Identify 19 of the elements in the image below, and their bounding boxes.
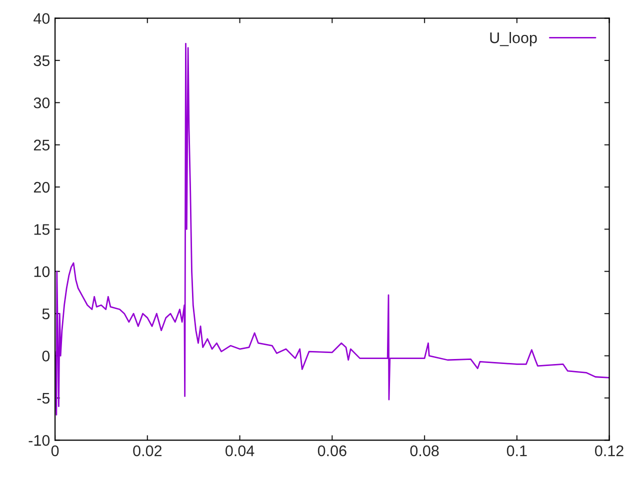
legend-label: U_loop [490, 32, 537, 46]
x-tick-label: 0.02 [133, 445, 162, 456]
y-tick-label: 35 [34, 55, 50, 66]
y-tick-label: 30 [34, 97, 50, 108]
y-tick-label: 10 [34, 266, 50, 278]
x-tick-label: 0.08 [410, 445, 439, 456]
x-tick-label: 0.12 [595, 445, 624, 456]
y-tick-label: 0 [42, 350, 50, 362]
y-tick-label: 20 [34, 182, 50, 193]
x-tick-label: 0.04 [226, 445, 254, 456]
y-tick-label: -10 [28, 435, 50, 446]
y-tick-label: 25 [34, 140, 50, 150]
y-tick-label: 5 [42, 308, 50, 320]
y-tick-label: 15 [34, 224, 50, 235]
y-tick-label: -5 [37, 392, 50, 404]
y-tick-label: 40 [34, 13, 50, 24]
x-tick-label: 0.06 [318, 445, 346, 456]
x-tick-label: 0.1 [506, 445, 527, 456]
x-tick-label: 0 [51, 445, 59, 456]
